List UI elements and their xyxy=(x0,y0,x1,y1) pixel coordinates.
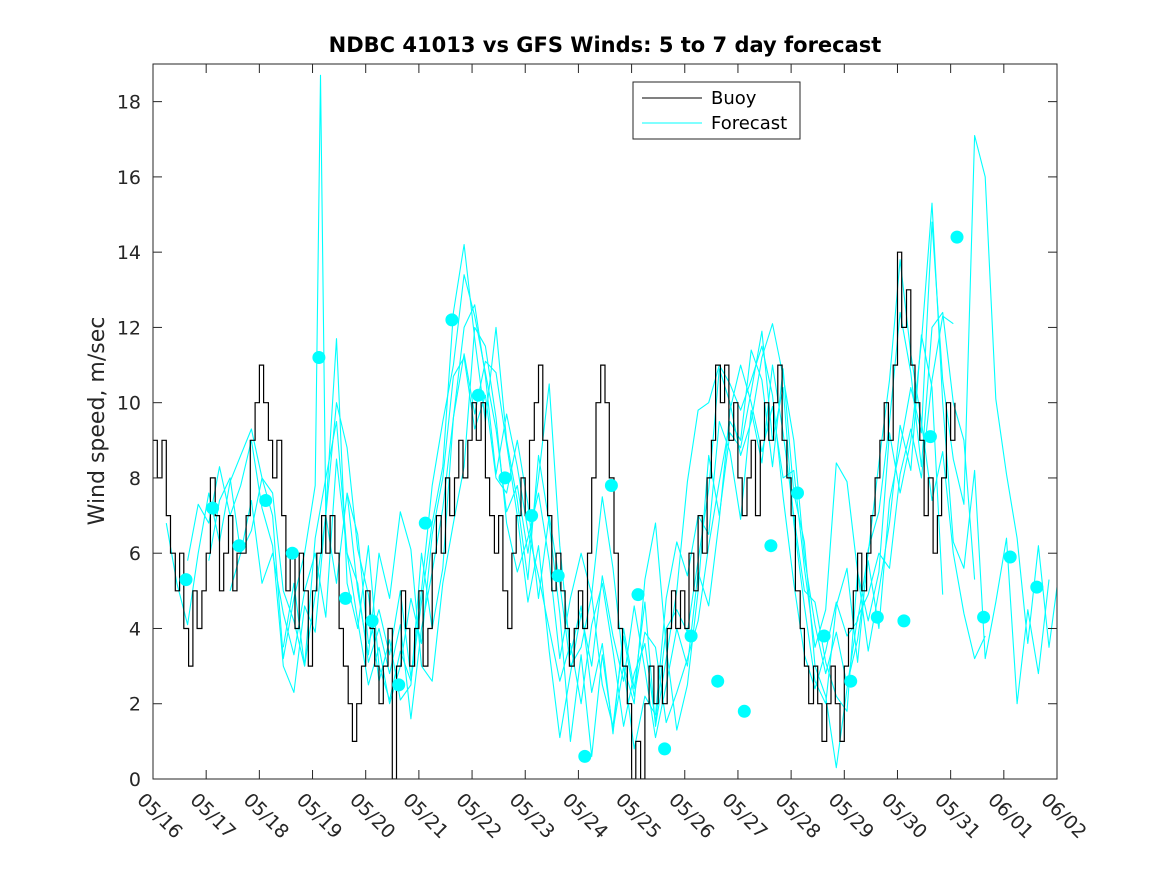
forecast-marker xyxy=(259,494,273,507)
y-tick-label: 16 xyxy=(117,167,141,189)
forecast-marker xyxy=(844,674,858,688)
y-tick-label: 8 xyxy=(129,468,141,490)
y-tick-label: 2 xyxy=(129,694,141,716)
y-tick-label: 6 xyxy=(129,543,141,565)
forecast-marker xyxy=(525,509,539,523)
forecast-marker xyxy=(658,742,672,756)
y-tick-label: 12 xyxy=(117,317,141,339)
forecast-marker xyxy=(392,678,406,692)
y-tick-label: 4 xyxy=(129,618,141,640)
forecast-marker xyxy=(791,486,804,500)
forecast-marker xyxy=(339,591,352,605)
forecast-run-line xyxy=(208,334,944,739)
forecast-marker xyxy=(870,610,884,624)
forecast-marker xyxy=(684,629,698,643)
forecast-marker xyxy=(551,569,565,583)
forecast-marker xyxy=(285,546,299,560)
forecast-marker xyxy=(578,749,592,763)
forecast-marker xyxy=(232,539,246,553)
forecast-marker xyxy=(923,430,937,444)
forecast-run-line xyxy=(187,244,976,757)
forecast-marker xyxy=(498,471,512,485)
forecast-run-line xyxy=(165,74,986,735)
forecast-marker xyxy=(631,588,645,602)
forecast-marker xyxy=(445,313,459,327)
y-tick-label: 14 xyxy=(117,242,141,264)
forecast-run-line xyxy=(229,202,1050,750)
forecast-marker xyxy=(418,516,432,530)
forecast-marker xyxy=(950,230,964,244)
forecast-marker xyxy=(1030,580,1044,594)
legend-box xyxy=(632,81,801,140)
legend: Buoy Forecast xyxy=(632,81,801,140)
forecast-marker-layer xyxy=(179,230,1044,763)
forecast-marker xyxy=(365,614,379,628)
chart-title: NDBC 41013 vs GFS Winds: 5 to 7 day fore… xyxy=(329,33,882,57)
forecast-marker xyxy=(764,539,778,553)
forecast-run-line xyxy=(346,315,954,769)
forecast-marker xyxy=(1003,550,1017,564)
y-tick-label: 0 xyxy=(129,769,141,791)
forecast-marker xyxy=(977,610,991,624)
y-tick-label: 18 xyxy=(117,92,141,114)
forecast-marker xyxy=(817,629,831,643)
forecast-marker xyxy=(179,573,193,587)
forecast-marker xyxy=(206,501,220,515)
legend-label-buoy: Buoy xyxy=(711,88,757,109)
y-tick-label: 10 xyxy=(117,393,141,415)
forecast-marker xyxy=(711,674,725,688)
forecast-marker xyxy=(312,351,326,364)
forecast-marker xyxy=(897,614,911,628)
y-axis-label: Wind speed, m/sec xyxy=(85,317,110,526)
y-tick-labels: 0 2 4 6 8 10 12 14 16 18 xyxy=(117,92,141,791)
plot-frame xyxy=(152,63,1058,780)
forecast-marker xyxy=(737,704,751,718)
legend-label-forecast: Forecast xyxy=(711,113,787,134)
forecast-marker xyxy=(471,388,485,402)
forecast-marker xyxy=(604,479,618,492)
axis-ticks xyxy=(152,64,1058,780)
